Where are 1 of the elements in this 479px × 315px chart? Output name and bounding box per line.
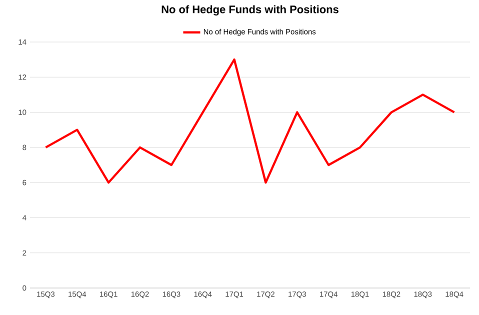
chart-title: No of Hedge Funds with Positions [162,5,338,16]
